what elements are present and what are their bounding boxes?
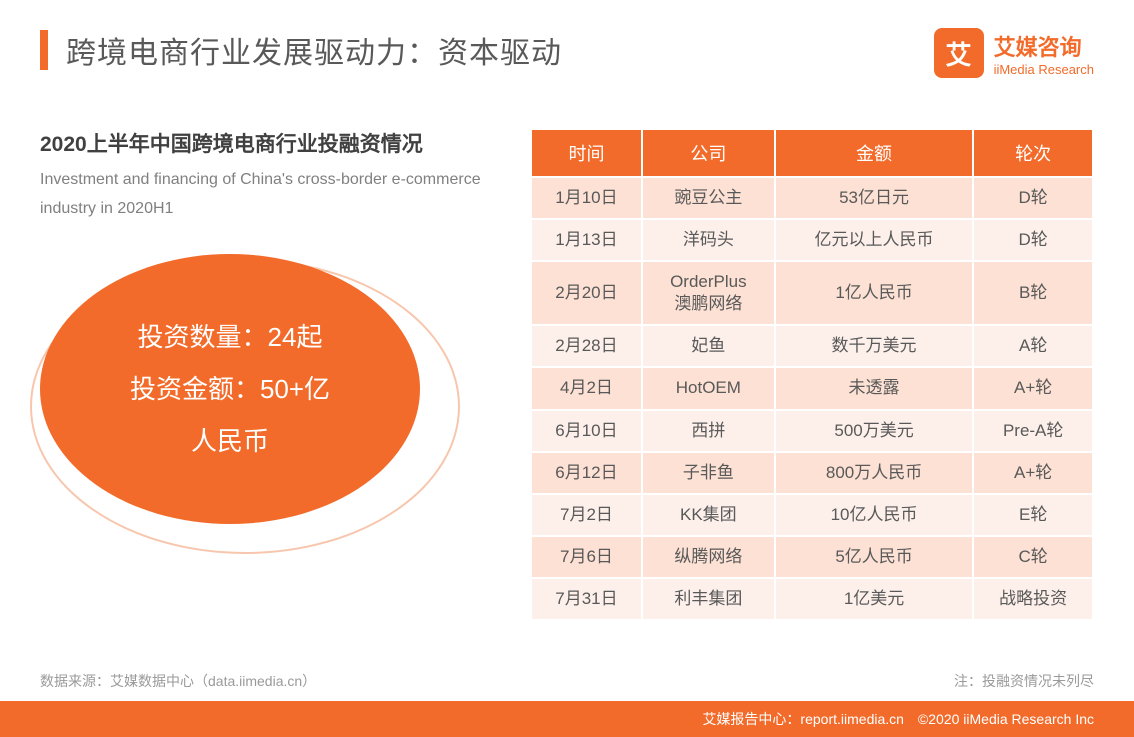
table-cell: 800万人民币 bbox=[776, 453, 973, 493]
brand-logo: 艾 艾媒咨询 iiMedia Research bbox=[934, 28, 1094, 78]
brand-logo-icon: 艾 bbox=[934, 28, 984, 78]
table-row: 1月10日豌豆公主53亿日元D轮 bbox=[532, 178, 1092, 218]
table-cell: 纵腾网络 bbox=[643, 537, 774, 577]
table-cell: 利丰集团 bbox=[643, 579, 774, 619]
table-row: 4月2日HotOEM未透露A+轮 bbox=[532, 368, 1092, 408]
table-cell: 数千万美元 bbox=[776, 326, 973, 366]
table-cell: 洋码头 bbox=[643, 220, 774, 260]
table-cell: 亿元以上人民币 bbox=[776, 220, 973, 260]
table-header-row: 时间 公司 金额 轮次 bbox=[532, 130, 1092, 176]
table-row: 6月12日子非鱼800万人民币A+轮 bbox=[532, 453, 1092, 493]
table-cell: 6月12日 bbox=[532, 453, 641, 493]
stat-ellipse: 投资数量：24起 投资金额：50+亿 人民币 bbox=[30, 254, 460, 554]
table-cell: 7月31日 bbox=[532, 579, 641, 619]
table-cell: 2月20日 bbox=[532, 262, 641, 324]
footer-note: 注：投融资情况未列尽 bbox=[954, 671, 1094, 691]
table-cell: 1亿人民币 bbox=[776, 262, 973, 324]
stat-line-3: 人民币 bbox=[191, 415, 269, 467]
table-row: 7月31日利丰集团1亿美元战略投资 bbox=[532, 579, 1092, 619]
table-cell: D轮 bbox=[974, 220, 1092, 260]
stat-line-1: 投资数量：24起 bbox=[138, 311, 323, 363]
table-cell: 未透露 bbox=[776, 368, 973, 408]
table-cell: A+轮 bbox=[974, 453, 1092, 493]
table-cell: 1月13日 bbox=[532, 220, 641, 260]
table-cell: OrderPlus澳鹏网络 bbox=[643, 262, 774, 324]
table-cell: 妃鱼 bbox=[643, 326, 774, 366]
table-cell: 4月2日 bbox=[532, 368, 641, 408]
col-round: 轮次 bbox=[974, 130, 1092, 176]
table-cell: 6月10日 bbox=[532, 411, 641, 451]
table-cell: 子非鱼 bbox=[643, 453, 774, 493]
page-title: 跨境电商行业发展驱动力：资本驱动 bbox=[66, 28, 562, 72]
subtitle-cn: 2020上半年中国跨境电商行业投融资情况 bbox=[40, 128, 510, 158]
col-company: 公司 bbox=[643, 130, 774, 176]
financing-table: 时间 公司 金额 轮次 1月10日豌豆公主53亿日元D轮1月13日洋码头亿元以上… bbox=[530, 128, 1094, 621]
table-cell: 1月10日 bbox=[532, 178, 641, 218]
table-cell: D轮 bbox=[974, 178, 1092, 218]
table-cell: A+轮 bbox=[974, 368, 1092, 408]
table-cell: 53亿日元 bbox=[776, 178, 973, 218]
brand-name-en: iiMedia Research bbox=[994, 62, 1094, 77]
brand-name-cn: 艾媒咨询 bbox=[994, 30, 1094, 62]
table-cell: B轮 bbox=[974, 262, 1092, 324]
footer-bar: 艾媒报告中心：report.iimedia.cn ©2020 iiMedia R… bbox=[0, 701, 1134, 737]
table-cell: 豌豆公主 bbox=[643, 178, 774, 218]
table-cell: 西拼 bbox=[643, 411, 774, 451]
col-amount: 金额 bbox=[776, 130, 973, 176]
page-title-wrap: 跨境电商行业发展驱动力：资本驱动 bbox=[40, 28, 562, 72]
table-cell: 5亿人民币 bbox=[776, 537, 973, 577]
table-cell: 7月6日 bbox=[532, 537, 641, 577]
title-accent-bar bbox=[40, 30, 48, 70]
stat-line-2: 投资金额：50+亿 bbox=[130, 363, 330, 415]
col-time: 时间 bbox=[532, 130, 641, 176]
brand-logo-text: 艾媒咨询 iiMedia Research bbox=[994, 30, 1094, 77]
table-cell: Pre-A轮 bbox=[974, 411, 1092, 451]
table-row: 2月28日妃鱼数千万美元A轮 bbox=[532, 326, 1092, 366]
table-row: 7月2日KK集团10亿人民币E轮 bbox=[532, 495, 1092, 535]
table-row: 1月13日洋码头亿元以上人民币D轮 bbox=[532, 220, 1092, 260]
table-cell: 10亿人民币 bbox=[776, 495, 973, 535]
stat-ellipse-fill: 投资数量：24起 投资金额：50+亿 人民币 bbox=[40, 254, 420, 524]
table-cell: 500万美元 bbox=[776, 411, 973, 451]
table-row: 6月10日西拼500万美元Pre-A轮 bbox=[532, 411, 1092, 451]
table-cell: KK集团 bbox=[643, 495, 774, 535]
table-row: 2月20日OrderPlus澳鹏网络1亿人民币B轮 bbox=[532, 262, 1092, 324]
footer-source: 数据来源：艾媒数据中心（data.iimedia.cn） bbox=[40, 671, 316, 691]
table-cell: 2月28日 bbox=[532, 326, 641, 366]
table-cell: C轮 bbox=[974, 537, 1092, 577]
table-cell: 战略投资 bbox=[974, 579, 1092, 619]
table-cell: A轮 bbox=[974, 326, 1092, 366]
table-row: 7月6日纵腾网络5亿人民币C轮 bbox=[532, 537, 1092, 577]
table-cell: HotOEM bbox=[643, 368, 774, 408]
subtitle-en: Investment and financing of China's cros… bbox=[40, 166, 510, 224]
table-cell: 7月2日 bbox=[532, 495, 641, 535]
table-cell: 1亿美元 bbox=[776, 579, 973, 619]
table-cell: E轮 bbox=[974, 495, 1092, 535]
